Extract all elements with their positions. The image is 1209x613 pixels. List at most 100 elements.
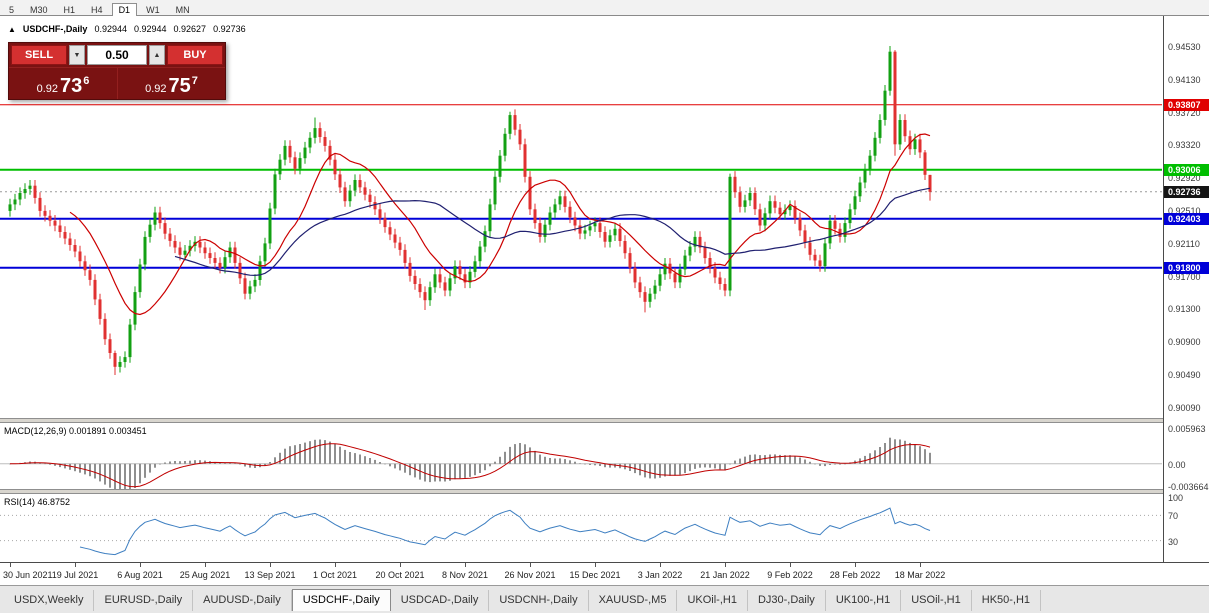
chart-symbol-title: USDCHF-,Daily (22, 24, 88, 34)
candle-body (608, 235, 612, 242)
chart-tab-usdx-weekly[interactable]: USDX,Weekly (4, 590, 95, 611)
candle-body (868, 155, 872, 170)
candle-body (23, 189, 27, 194)
candle-body (433, 274, 437, 288)
candle-body (633, 267, 637, 283)
candle-body (893, 51, 897, 145)
candle-body (743, 200, 747, 207)
candle-body (278, 159, 282, 175)
candle-body (8, 204, 12, 211)
chart-tab-usdcad-daily[interactable]: USDCAD-,Daily (391, 590, 490, 611)
candle-body (653, 285, 657, 294)
candle-body (418, 284, 422, 293)
chart-tab-hk50-h1[interactable]: HK50-,H1 (972, 590, 1042, 611)
candle-body (673, 273, 677, 283)
time-axis[interactable]: 30 Jun 2021 19 Jul 2021 6 Aug 2021 25 Aug 2… (0, 562, 1209, 585)
buy-price-prefix: 0.92 (145, 82, 167, 95)
rsi-plot[interactable] (0, 494, 1162, 562)
candle-body (738, 192, 742, 207)
chart-tab-dj30-daily[interactable]: DJ30-,Daily (748, 590, 826, 611)
timeframe-button-h4[interactable]: H4 (91, 5, 103, 15)
timeframe-button-h1[interactable]: H1 (63, 5, 76, 15)
candle-body (288, 145, 292, 158)
timeframe-button-w1[interactable]: W1 (146, 5, 160, 15)
candle-body (558, 196, 562, 205)
timeframe-button-5[interactable]: 5 (9, 5, 15, 15)
macd-panel[interactable]: MACD(12,26,9) 0.001891 0.003451 (0, 423, 1162, 489)
chart-tab-ukoil-h1[interactable]: UKOil-,H1 (677, 590, 748, 611)
chart-tab-eurusd-daily[interactable]: EURUSD-,Daily (94, 590, 194, 611)
timeframe-button-m30[interactable]: M30 (30, 5, 48, 15)
candle-body (328, 145, 332, 160)
volume-up-button[interactable]: ▲ (149, 45, 165, 65)
candle-body (238, 262, 242, 279)
candle-body (663, 263, 667, 275)
candle-body (483, 231, 487, 247)
candlestick-plot[interactable] (0, 16, 1162, 418)
time-tick (400, 563, 401, 567)
trade-controls-row: SELL ▼ ▲ BUY (9, 43, 225, 67)
chart-tab-usdchf-daily[interactable]: USDCHF-,Daily (291, 589, 391, 611)
candle-body (818, 260, 822, 267)
buy-button[interactable]: BUY (167, 45, 223, 65)
price-axis[interactable]: 0.94530 0.94130 0.93720 0.93320 0.92920 0.925… (1163, 16, 1209, 562)
rsi-panel[interactable]: RSI(14) 46.8752 (0, 494, 1162, 562)
timeframe-button-mn[interactable]: MN (175, 5, 190, 15)
time-tick (530, 563, 531, 567)
candle-body (603, 232, 607, 242)
panel-splitter[interactable] (0, 489, 1209, 494)
chart-expand-icon[interactable]: ▲ (8, 24, 16, 34)
candle-body (128, 324, 132, 358)
main-chart-panel[interactable]: ▲ USDCHF-,Daily 0.92944 0.92944 0.92627 … (0, 16, 1162, 418)
candle-body (78, 251, 82, 262)
price-tag-0.92403: 0.92403 (1164, 213, 1209, 225)
candle-body (593, 223, 597, 227)
rsi-tick-label: 30 (1168, 537, 1179, 547)
candle-body (173, 241, 177, 248)
buy-price-point: 7 (191, 75, 198, 87)
macd-tick-label: 0.005963 (1168, 424, 1206, 434)
panel-splitter[interactable] (0, 418, 1209, 423)
candle-body (723, 284, 727, 291)
candle-body (393, 234, 397, 243)
chart-tab-uk100-h1[interactable]: UK100-,H1 (826, 590, 902, 611)
chart-tab-xauusd-m5[interactable]: XAUUSD-,M5 (589, 590, 678, 611)
candle-body (788, 206, 792, 211)
candle-body (808, 242, 812, 255)
sell-price-display[interactable]: 0.92 73 6 (9, 68, 117, 99)
candle-body (13, 199, 17, 205)
candle-body (18, 193, 22, 200)
volume-input[interactable] (87, 45, 147, 65)
candle-body (348, 190, 352, 202)
candle-body (123, 357, 127, 362)
timeframe-button-d1[interactable]: D1 (111, 3, 138, 17)
chart-title: ▲ USDCHF-,Daily 0.92944 0.92944 0.92627 … (8, 24, 246, 34)
time-label: 3 Jan 2022 (637, 570, 683, 580)
candle-body (378, 209, 382, 219)
moving-average-34 (174, 187, 931, 277)
sell-button[interactable]: SELL (11, 45, 67, 65)
candle-body (698, 236, 702, 248)
sell-price-pips: 73 (60, 75, 83, 97)
candle-body (68, 238, 72, 245)
time-tick (595, 563, 596, 567)
candle-body (823, 243, 827, 267)
buy-price-display[interactable]: 0.92 75 7 (117, 68, 225, 99)
candle-body (928, 174, 932, 192)
chart-tab-usdcnh-daily[interactable]: USDCNH-,Daily (489, 590, 589, 611)
price-tick-label: 0.91700 (1168, 272, 1201, 282)
candle-body (783, 210, 787, 215)
volume-down-button[interactable]: ▼ (69, 45, 85, 65)
chart-tab-audusd-daily[interactable]: AUDUSD-,Daily (193, 590, 292, 611)
candle-body (853, 196, 857, 210)
candle-body (198, 241, 202, 248)
candle-body (208, 253, 212, 258)
time-tick (75, 563, 76, 567)
time-label: 13 Sep 2021 (244, 570, 296, 580)
candle-body (113, 353, 117, 367)
chart-tab-usoil-h1[interactable]: USOil-,H1 (901, 590, 972, 611)
macd-plot[interactable] (0, 423, 1162, 489)
candle-body (748, 193, 752, 201)
candle-body (353, 180, 357, 191)
